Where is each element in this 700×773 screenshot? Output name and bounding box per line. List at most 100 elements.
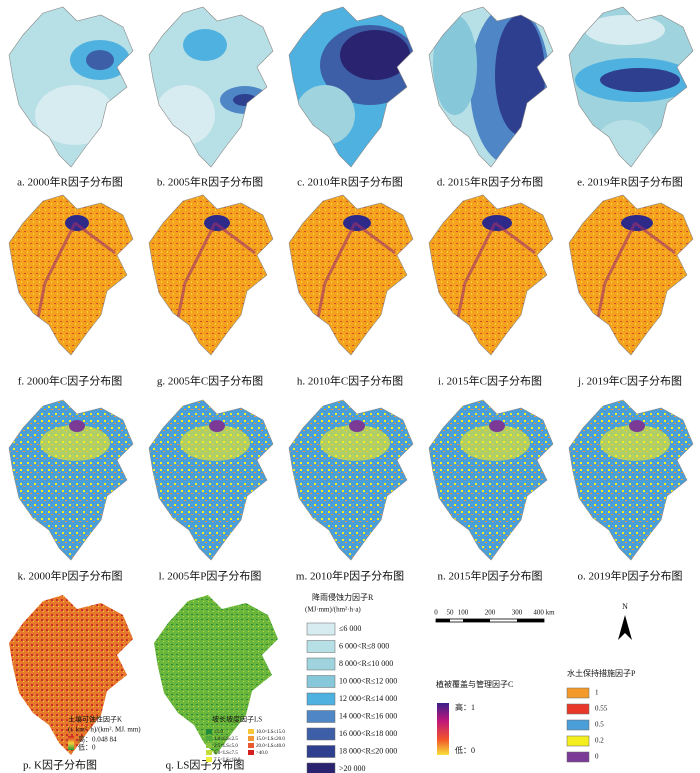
legend-label: 12 000<R≤14 000 <box>339 694 397 703</box>
map-outline <box>568 399 694 561</box>
map-zone <box>489 420 505 432</box>
caption: j. 2019年C因子分布图 <box>577 374 682 388</box>
map-zone <box>600 68 680 92</box>
map-zone <box>40 425 110 461</box>
legend-swatch <box>306 745 336 758</box>
scale-label: 200 <box>485 609 496 617</box>
legend-label: 10 000<R≤12 000 <box>339 676 397 685</box>
map-fill <box>149 7 273 167</box>
scale-label: 400 km <box>533 609 555 617</box>
map-zone <box>453 221 536 334</box>
r-legend: 降雨侵蚀力因子R (MJ·mm)/(hm²·h·a) ≤6 000 6 000<R… <box>305 592 397 773</box>
legend-swatch <box>306 657 336 671</box>
scale-label: 0 <box>434 609 438 617</box>
map-shape <box>569 195 693 355</box>
map-outline <box>568 6 694 168</box>
scale-seg <box>463 619 490 622</box>
legend-swatch <box>306 710 336 723</box>
map-zone <box>595 120 655 167</box>
map-panel <box>148 399 274 561</box>
legend-low: 低：0 <box>78 743 96 752</box>
legend-swatch <box>566 703 590 715</box>
caption: b. 2005年R因子分布图 <box>157 175 263 189</box>
map-panel <box>568 6 694 168</box>
legend-label: 20.0<LS≤40.0 <box>256 744 285 749</box>
north-arrow-shape <box>618 615 632 640</box>
legend-label: 0.55 <box>595 705 608 713</box>
map-outline <box>8 6 134 168</box>
legend-swatch <box>248 729 254 734</box>
map-zone <box>433 15 477 115</box>
map-zone <box>585 15 665 45</box>
legend-swatch <box>248 743 254 748</box>
legend-swatch <box>566 735 590 747</box>
map-zone <box>313 221 396 334</box>
legend-label: 6 000<R≤8 000 <box>339 641 389 650</box>
legend-label: >40.0 <box>256 751 268 756</box>
map-zone <box>173 221 256 334</box>
map-shape <box>289 400 413 560</box>
legend-title: 坡长坡度因子LS <box>212 715 262 724</box>
legend-swatch <box>566 719 590 731</box>
caption: c. 2010年R因子分布图 <box>297 175 403 189</box>
scale-label: 50 <box>447 609 455 617</box>
map-zone <box>460 425 530 461</box>
ls-legend: 坡长坡度因子LS ≤1.0 1.0<LS≤2.5 2.5<LS≤5.0 5.0<LS≤… <box>206 715 285 763</box>
caption: i. 2015年C因子分布图 <box>438 374 542 388</box>
north-arrow: N <box>618 602 632 640</box>
map-panel <box>428 399 554 561</box>
caption: l. 2005年P因子分布图 <box>159 569 262 583</box>
map-panel <box>148 194 274 356</box>
legend-label: >20 000 <box>339 764 366 773</box>
map-panel <box>288 6 414 168</box>
legend-swatch <box>206 743 212 748</box>
map-shape <box>9 400 133 560</box>
legend-swatch <box>206 736 212 741</box>
map-outline <box>8 399 134 561</box>
map-zone <box>340 30 410 80</box>
map-panel <box>288 194 414 356</box>
map-zone <box>495 15 545 135</box>
caption: m. 2010年P因子分布图 <box>296 569 404 583</box>
map-outline <box>288 6 414 168</box>
map-outline <box>288 194 414 356</box>
legend-label: ≤1.0 <box>214 730 223 735</box>
map-zone <box>629 420 645 432</box>
map-fill <box>9 595 133 755</box>
c-ramp <box>437 703 449 755</box>
legend-label: 16 000<R≤18 000 <box>339 729 397 738</box>
map-zone <box>320 425 390 461</box>
map-panel <box>8 399 134 561</box>
legend-low: 低：0 <box>455 745 475 755</box>
legend-swatch <box>248 750 254 755</box>
map-outline <box>568 194 694 356</box>
legend-swatch <box>306 762 336 773</box>
legend-label: 15.0<LS≤20.0 <box>256 737 285 742</box>
scale-seg <box>436 619 450 622</box>
map-panel <box>288 399 414 561</box>
p-legend: 水土保持措施因子P 1 0.55 0.5 0.2 0 <box>566 668 636 763</box>
scale-label: 300 <box>512 609 523 617</box>
legend-title: 降雨侵蚀力因子R <box>312 592 374 602</box>
legend-label: 18 000<R≤20 000 <box>339 746 397 755</box>
legend-label: 7.5<LS≤10.0 <box>214 758 241 763</box>
caption: g. 2005年C因子分布图 <box>157 374 263 388</box>
legend-swatch <box>566 687 590 699</box>
map-panel <box>8 194 134 356</box>
map-zone <box>349 420 365 432</box>
legend-swatch <box>306 675 336 688</box>
legend-label: 8 000<R≤10 000 <box>339 659 393 668</box>
map-panel <box>428 194 554 356</box>
legend-label: 5.0<LS≤7.5 <box>214 751 238 756</box>
legend-label: ≤6 000 <box>339 624 361 633</box>
map-shape <box>9 595 133 755</box>
caption: p. K因子分布图 <box>23 759 97 772</box>
legend-label: 0.2 <box>595 737 604 745</box>
scale-label: 100 <box>458 609 469 617</box>
legend-high: 高：1 <box>455 702 475 712</box>
map-panel <box>9 595 133 755</box>
map-outline <box>428 399 554 561</box>
caption: o. 2019年P因子分布图 <box>577 569 682 583</box>
